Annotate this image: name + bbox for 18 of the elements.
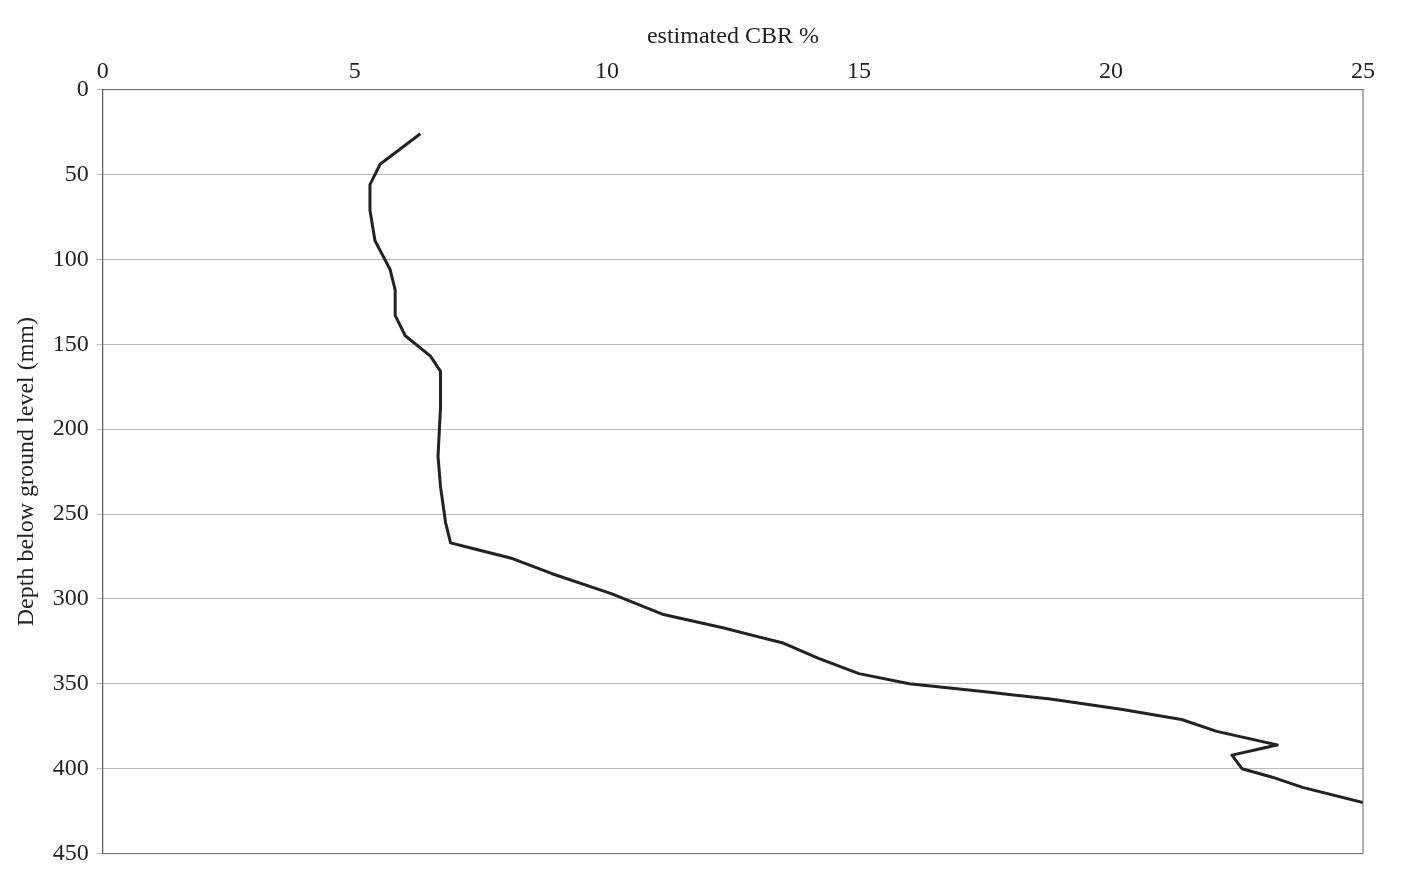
y-tick-label: 200 [52,414,89,441]
y-tick-label: 150 [52,329,89,356]
y-tick-label: 50 [64,159,89,186]
x-tick-label: 25 [1351,57,1375,84]
y-tick-label: 0 [76,74,89,101]
y-tick-label: 250 [52,499,89,526]
y-tick-label: 450 [52,838,89,865]
x-tick-label: 20 [1098,57,1123,84]
y-tick-label: 400 [52,754,89,781]
x-tick-label: 5 [348,57,361,84]
y-tick-label: 350 [52,669,89,696]
y-axis-title: Depth below ground level (mm) [11,316,38,627]
x-tick-label: 0 [96,57,109,84]
y-tick-label: 300 [52,584,89,611]
y-tick-label: 100 [52,244,89,271]
x-axis-title: estimated CBR % [646,21,819,48]
x-tick-label: 15 [846,57,871,84]
x-tick-label: 10 [594,57,619,84]
